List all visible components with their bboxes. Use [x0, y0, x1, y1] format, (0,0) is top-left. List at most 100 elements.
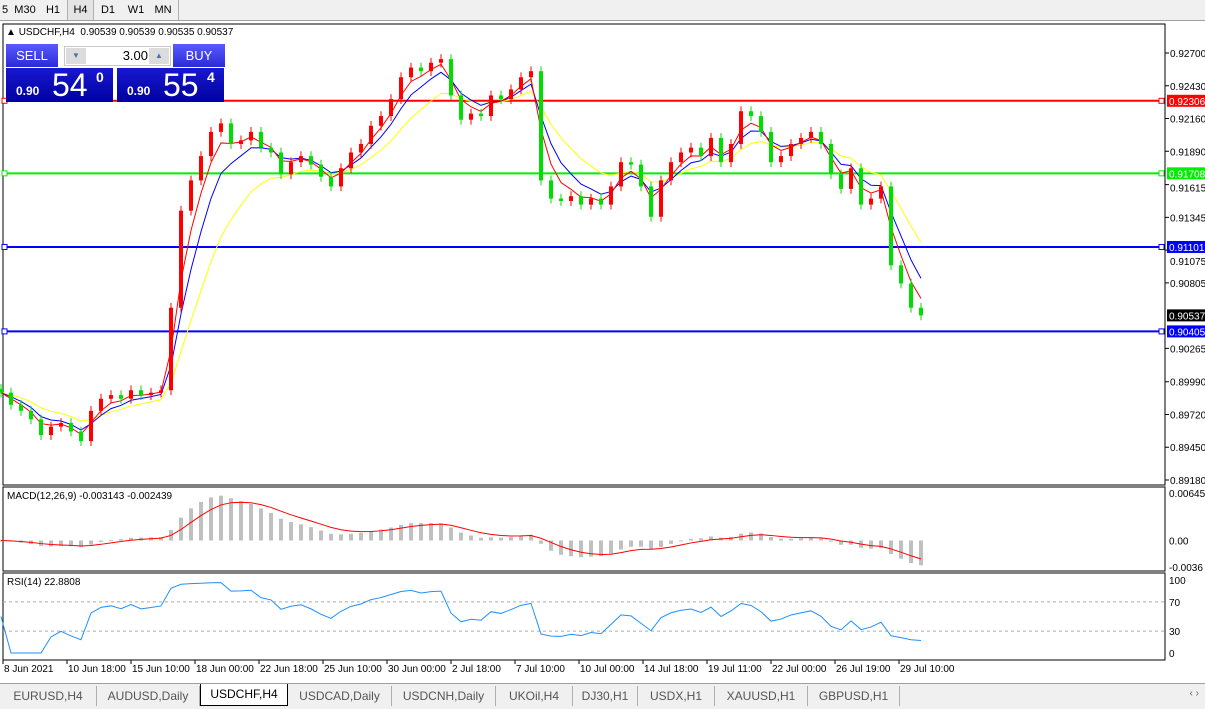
timeframe-h4[interactable]: H4: [67, 0, 94, 20]
price-label-bg: [1167, 325, 1205, 338]
macd-histogram-bar: [559, 540, 563, 555]
candle-body: [99, 398, 103, 411]
timeframe-toolbar: 5 M30 H1 H4 D1 W1 MN: [0, 0, 1205, 21]
tab-usdchf-h4[interactable]: USDCHF,H4: [200, 684, 288, 706]
lot-size-stepper[interactable]: ▼ 3.00 ▲: [64, 46, 171, 66]
candle-body: [479, 113, 483, 117]
timeframe-mn[interactable]: MN: [154, 4, 172, 16]
decrease-lots-icon[interactable]: ▼: [66, 48, 86, 64]
macd-histogram-bar: [249, 503, 253, 541]
timeframe-m5[interactable]: 5: [1, 4, 9, 16]
macd-histogram-bar: [519, 535, 523, 541]
toolbar-separator: [178, 0, 179, 20]
macd-histogram-bar: [709, 536, 713, 541]
macd-signal-line: [0, 501, 922, 560]
candle-body: [869, 198, 873, 205]
timeframe-m30[interactable]: M30: [14, 4, 36, 16]
tab-usdcad-daily[interactable]: USDCAD,Daily: [288, 686, 392, 706]
buy-button[interactable]: BUY: [173, 44, 225, 67]
candle-body: [19, 404, 23, 411]
candle-body: [309, 156, 313, 165]
macd-histogram-bar: [49, 540, 53, 547]
macd-histogram-bar: [779, 538, 783, 541]
rsi-line: [0, 582, 922, 654]
buy-price[interactable]: 0.90 55 4: [117, 68, 224, 102]
macd-histogram-bar: [479, 537, 483, 541]
candle-body: [0, 389, 3, 393]
tab-scroll-arrows-icon[interactable]: ‹ ›: [1189, 688, 1199, 699]
macd-histogram-bar: [319, 530, 323, 541]
chart-canvas[interactable]: 0.92700 0.92430 0.92160 0.91890 0.91615 0.913…: [0, 0, 1205, 683]
sell-button[interactable]: SELL: [6, 44, 58, 67]
candle-body: [559, 198, 563, 201]
candle-body: [649, 186, 653, 217]
macd-histogram-bar: [199, 501, 203, 541]
macd-histogram-bar: [919, 540, 923, 566]
macd-histogram-bar: [609, 540, 613, 554]
tab-gbpusd-h1[interactable]: GBPUSD,H1: [808, 686, 900, 706]
candle-body: [399, 77, 403, 100]
time-tick-label: 29 Jul 10:00: [900, 664, 955, 675]
candle-body: [729, 143, 733, 163]
candle-body: [409, 67, 413, 78]
line-handle: [1158, 328, 1165, 335]
candle-body: [839, 174, 843, 189]
timeframe-h1[interactable]: H1: [45, 4, 61, 16]
macd-histogram-bar: [629, 540, 633, 547]
candle-body: [199, 156, 203, 181]
candle-body: [769, 131, 773, 163]
candle-body: [149, 392, 153, 396]
tab-xauusd-h1[interactable]: XAUUSD,H1: [715, 686, 808, 706]
macd-histogram-bar: [99, 540, 103, 542]
time-tick-label: 10 Jul 00:00: [580, 664, 635, 675]
price-tick-label: 0.90805: [1170, 279, 1205, 290]
macd-histogram-bar: [489, 537, 493, 541]
macd-histogram-bar: [79, 540, 83, 548]
macd-histogram-bar: [839, 540, 843, 545]
candle-body: [39, 419, 43, 436]
tab-usdcnh-daily[interactable]: USDCNH,Daily: [392, 686, 496, 706]
collapse-triangle-icon[interactable]: ▲: [6, 27, 16, 38]
macd-histogram-bar: [59, 540, 63, 546]
price-tick-label: 0.90265: [1170, 344, 1205, 355]
macd-histogram-bar: [409, 523, 413, 541]
candle-body: [509, 89, 513, 100]
candle-body: [69, 422, 73, 432]
price-label-bg: [1167, 94, 1205, 107]
sell-price[interactable]: 0.90 54 0: [6, 68, 113, 102]
macd-tick-label: -0.0036: [1169, 563, 1203, 574]
timeframe-d1[interactable]: D1: [100, 4, 116, 16]
candle-body: [109, 395, 113, 399]
candle-body: [749, 111, 753, 117]
macd-histogram-bar: [829, 540, 833, 542]
macd-histogram-bar: [679, 540, 683, 542]
candle-body: [219, 123, 223, 132]
price-tick-label: 0.92430: [1170, 82, 1205, 93]
rsi-label: RSI(14) 22.8808: [7, 577, 81, 588]
tab-eurusd-h4[interactable]: EURUSD,H4: [0, 686, 97, 706]
increase-lots-icon[interactable]: ▲: [149, 48, 169, 64]
time-tick-label: 7 Jul 10:00: [516, 664, 565, 675]
tab-usdx-h1[interactable]: USDX,H1: [638, 686, 715, 706]
lot-size-input[interactable]: 3.00: [122, 48, 148, 63]
line-handle: [1158, 243, 1165, 250]
tab-dj30-h1[interactable]: DJ30,H1: [573, 686, 638, 706]
macd-histogram-bar: [309, 527, 313, 541]
rsi-pane: [2, 572, 1166, 661]
candle-body: [49, 426, 53, 436]
candle-body: [359, 143, 363, 153]
tab-ukoil-h4[interactable]: UKOil,H4: [496, 686, 573, 706]
time-tick-label: 26 Jul 19:00: [836, 664, 891, 675]
candle-body: [159, 390, 163, 393]
candle-body: [9, 392, 13, 405]
price-tick-label: 0.92700: [1170, 49, 1205, 60]
macd-histogram-bar: [159, 537, 163, 541]
current-price-bg: [1167, 309, 1205, 322]
timeframe-w1[interactable]: W1: [127, 4, 145, 16]
chart-tabs: EURUSD,H4 AUDUSD,Daily USDCHF,H4 USDCAD,…: [0, 683, 1205, 709]
chart-title: ▲ USDCHF,H4 0.90539 0.90539 0.90535 0.90…: [6, 27, 233, 38]
macd-histogram-bar: [329, 533, 333, 541]
candle-body: [909, 283, 913, 308]
tab-audusd-daily[interactable]: AUDUSD,Daily: [97, 686, 200, 706]
candle-body: [679, 152, 683, 163]
